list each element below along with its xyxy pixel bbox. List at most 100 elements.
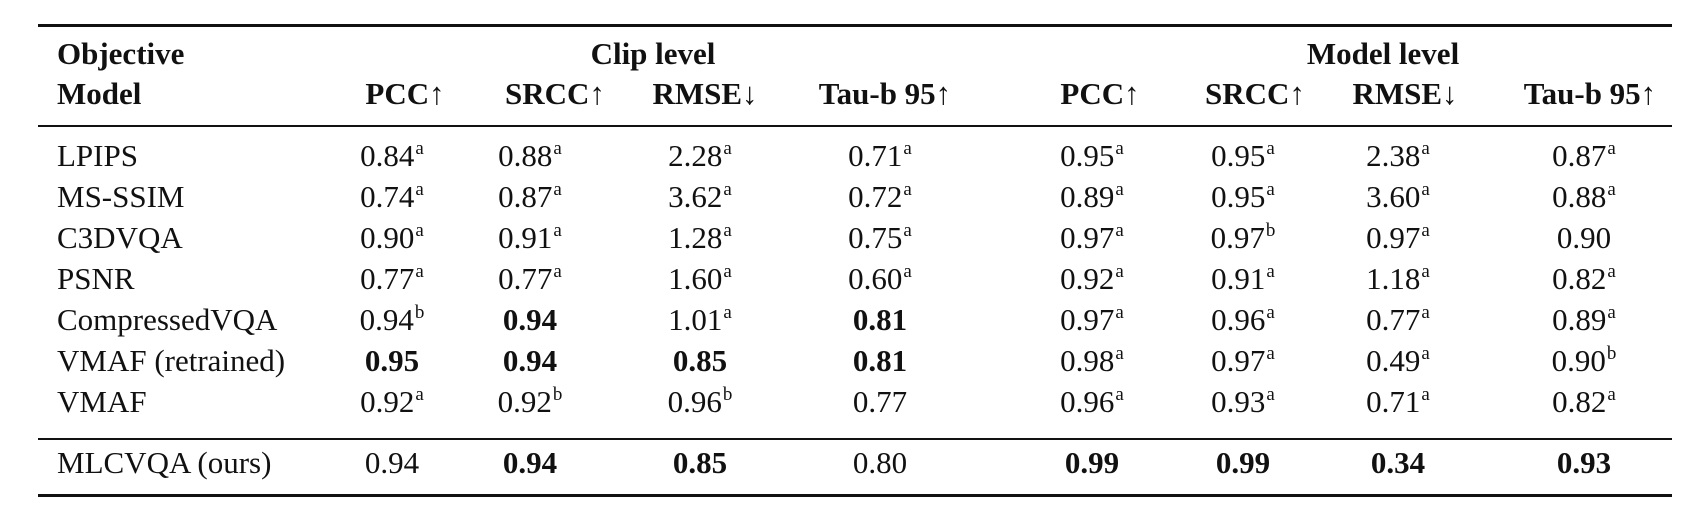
value-cell: 1.28a [668,220,732,255]
significance-marker: a [1115,384,1124,405]
value-cell: 0.95 [364,343,420,378]
significance-marker: a [415,138,424,159]
significance-marker: a [1421,261,1430,282]
value-cell: 0.87a [498,179,562,214]
significance-marker: b [1265,220,1276,241]
significance-marker: a [1421,343,1430,364]
value-cell: 0.93 [1556,445,1612,480]
value-cell: 0.82a [1552,261,1616,296]
value-cell: 0.80 [852,445,908,480]
value-cell: 0.91a [1211,261,1275,296]
value-cell: 0.97a [1060,302,1124,337]
value-cell: 0.94 [502,302,558,337]
significance-marker: a [903,220,912,241]
value-cell: 0.94 [364,445,420,480]
value-cell: 0.72a [848,179,912,214]
significance-marker: a [1266,302,1275,323]
value-cell: 0.84a [360,138,424,173]
column-header: SRCC↑ [1205,76,1305,111]
significance-marker: a [1266,343,1275,364]
significance-marker: a [1266,138,1275,159]
significance-marker: a [1421,138,1430,159]
significance-marker: a [1115,261,1124,282]
separator-rule [38,438,1672,440]
value-cell: 0.90 [1556,220,1612,255]
significance-marker: a [415,179,424,200]
table-top-rule [38,24,1672,27]
table-row: CompressedVQA 0.94b 0.94 1.01a 0.81 0.97a 0.96… [0,302,1700,342]
significance-marker: a [1115,179,1124,200]
value-cell: 0.85 [672,445,728,480]
significance-marker: a [1115,138,1124,159]
value-cell: 0.97b [1210,220,1276,255]
model-level-header: Model level [1306,36,1460,71]
value-cell: 0.77a [1366,302,1430,337]
value-cell: 0.94 [502,343,558,378]
significance-marker: a [1421,179,1430,200]
value-cell: 0.90a [360,220,424,255]
significance-marker: a [415,220,424,241]
value-cell: 0.71a [1366,384,1430,419]
table-row: VMAF (retrained) 0.95 0.94 0.85 0.81 0.98a 0.9… [0,343,1700,383]
column-header: Tau-b 95↑ [1523,76,1657,111]
value-cell: 0.49a [1366,343,1430,378]
significance-marker: a [1607,384,1616,405]
clip-level-header: Clip level [590,36,716,71]
value-cell: 0.97a [1211,343,1275,378]
value-cell: 3.62a [668,179,732,214]
value-cell: 0.95a [1060,138,1124,173]
column-header: PCC↑ [1060,76,1140,111]
value-cell: 0.96b [667,384,733,419]
value-cell: 0.88a [498,138,562,173]
significance-marker: a [415,384,424,405]
significance-marker: a [1115,302,1124,323]
column-header: PCC↑ [365,76,445,111]
value-cell: 0.34 [1370,445,1426,480]
significance-marker: a [723,220,732,241]
significance-marker: a [553,220,562,241]
significance-marker: a [1607,138,1616,159]
value-cell: 0.95a [1211,138,1275,173]
value-cell: 0.88a [1552,179,1616,214]
table-row: C3DVQA 0.90a 0.91a 1.28a 0.75a 0.97a 0.97b 0.97… [0,220,1700,260]
significance-marker: a [723,179,732,200]
significance-marker: a [723,302,732,323]
significance-marker: a [903,179,912,200]
table-row: PSNR 0.77a 0.77a 1.60a 0.60a 0.92a 0.91a 1.18a 0… [0,261,1700,301]
model-name-cell: MS-SSIM [57,179,185,214]
value-cell: 0.91a [498,220,562,255]
table-bottom-rule [38,494,1672,497]
model-header: Model [57,76,142,111]
value-cell: 0.81 [852,302,908,337]
table-row: MLCVQA (ours) 0.94 0.94 0.85 0.80 0.99 0.99 0.3… [0,445,1700,485]
model-name-cell: MLCVQA (ours) [57,445,272,480]
value-cell: 0.74a [360,179,424,214]
value-cell: 1.01a [668,302,732,337]
value-cell: 0.81 [852,343,908,378]
significance-marker: a [903,138,912,159]
value-cell: 0.89a [1060,179,1124,214]
value-cell: 0.98a [1060,343,1124,378]
significance-marker: a [1421,220,1430,241]
significance-marker: a [553,261,562,282]
objective-header: Objective [57,36,185,71]
value-cell: 0.94 [502,445,558,480]
value-cell: 0.97a [1366,220,1430,255]
value-cell: 0.96a [1211,302,1275,337]
model-name-cell: PSNR [57,261,135,296]
value-cell: 0.92a [360,384,424,419]
value-cell: 0.87a [1552,138,1616,173]
model-name-cell: VMAF (retrained) [57,343,286,378]
value-cell: 0.97a [1060,220,1124,255]
significance-marker: b [1606,343,1617,364]
significance-marker: a [1421,384,1430,405]
value-cell: 2.28a [668,138,732,173]
model-name-cell: C3DVQA [57,220,183,255]
significance-marker: b [552,384,563,405]
value-cell: 0.99 [1064,445,1120,480]
significance-marker: a [1266,179,1275,200]
significance-marker: a [903,261,912,282]
significance-marker: a [1607,261,1616,282]
value-cell: 0.85 [672,343,728,378]
value-cell: 0.77 [852,384,908,419]
